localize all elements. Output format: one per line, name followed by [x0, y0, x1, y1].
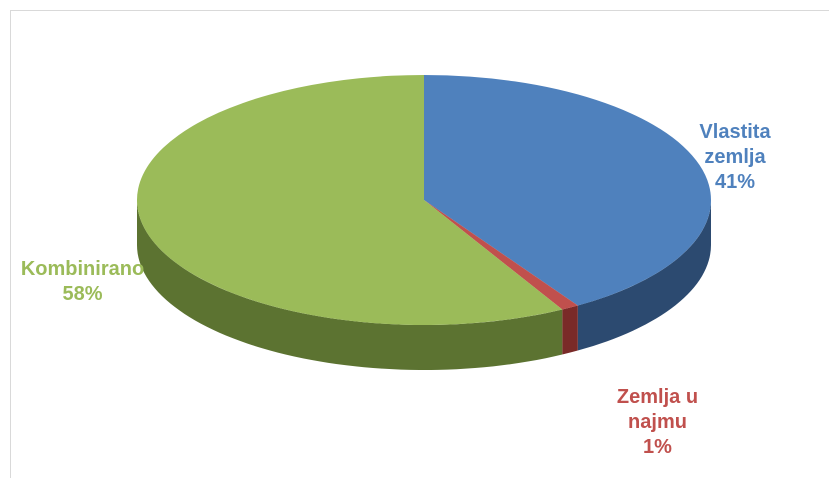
- value-label: 41%: [714, 171, 756, 193]
- pie-slice: [424, 200, 578, 310]
- chart-frame: [10, 10, 829, 478]
- slice-label: Zemlja u najmu 1%: [600, 385, 715, 460]
- pie-side: [562, 305, 578, 355]
- value-label: 1%: [643, 436, 672, 458]
- pie-slice: [424, 75, 712, 306]
- category-name: Vlastita zemlja: [699, 121, 771, 168]
- pie-slice: [137, 75, 563, 325]
- pie-side: [577, 200, 711, 351]
- category-name: Kombinirano: [20, 258, 145, 280]
- slice-label: Vlastita zemlja 41%: [680, 120, 790, 195]
- value-label: 58%: [62, 283, 103, 305]
- slice-label: Kombinirano 58%: [5, 257, 160, 307]
- category-name: Zemlja u najmu: [616, 386, 699, 433]
- pie-side: [137, 200, 563, 370]
